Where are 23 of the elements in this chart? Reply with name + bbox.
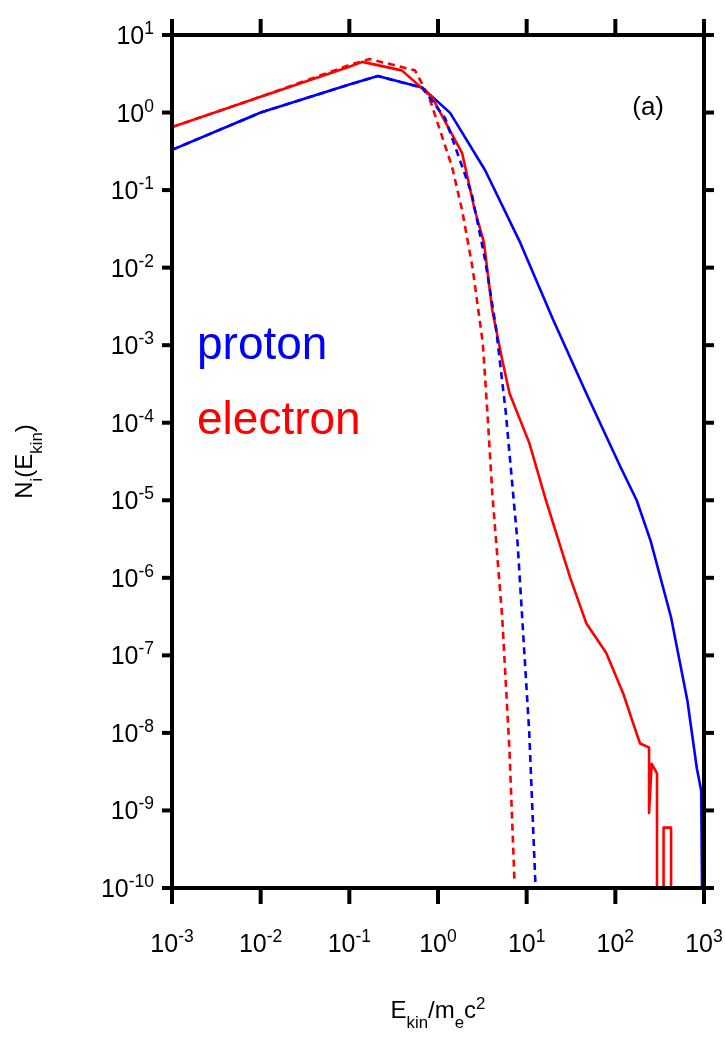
y-tick-label: 10$^{-4}$: [110, 405, 155, 437]
x-tick-label: 10$^{-2}$: [238, 926, 283, 957]
y-tick-label: 10$^{-1}$: [110, 173, 154, 205]
x-tick-label: 10$^{2}$: [596, 926, 635, 957]
y-tick-label: 10$^{-2}$: [110, 250, 154, 282]
text: electron: [197, 392, 361, 445]
text: proton: [197, 317, 328, 370]
y-tick-label: 10$^{-9}$: [110, 793, 154, 825]
x-tick-label: 10$^{1}$: [507, 926, 546, 957]
x-tick-label: 10$^{-3}$: [150, 926, 194, 957]
y-tick-label: 10$^{1}$: [116, 18, 154, 49]
x-tick-label: 10$^{3}$: [685, 926, 723, 957]
y-tick-label: 10$^{-10}$: [100, 871, 155, 902]
x-tick-label: 10$^{-1}$: [327, 926, 372, 957]
y-tick-label: 10$^{-7}$: [110, 638, 154, 670]
y-tick-label: 10$^{-3}$: [110, 328, 154, 360]
y-tick-label: 10$^{0}$: [116, 95, 155, 127]
y-tick-label: 10$^{-6}$: [110, 560, 154, 592]
y-tick-label: 10$^{-8}$: [110, 715, 154, 747]
x-tick-label: 10$^{0}$: [419, 926, 458, 957]
y-tick-label: 10$^{-5}$: [110, 483, 154, 515]
x-axis-title: E$_{kin}$/m$_{e}$c$^{2}$: [390, 993, 486, 1032]
annotation: (a): [632, 91, 664, 121]
